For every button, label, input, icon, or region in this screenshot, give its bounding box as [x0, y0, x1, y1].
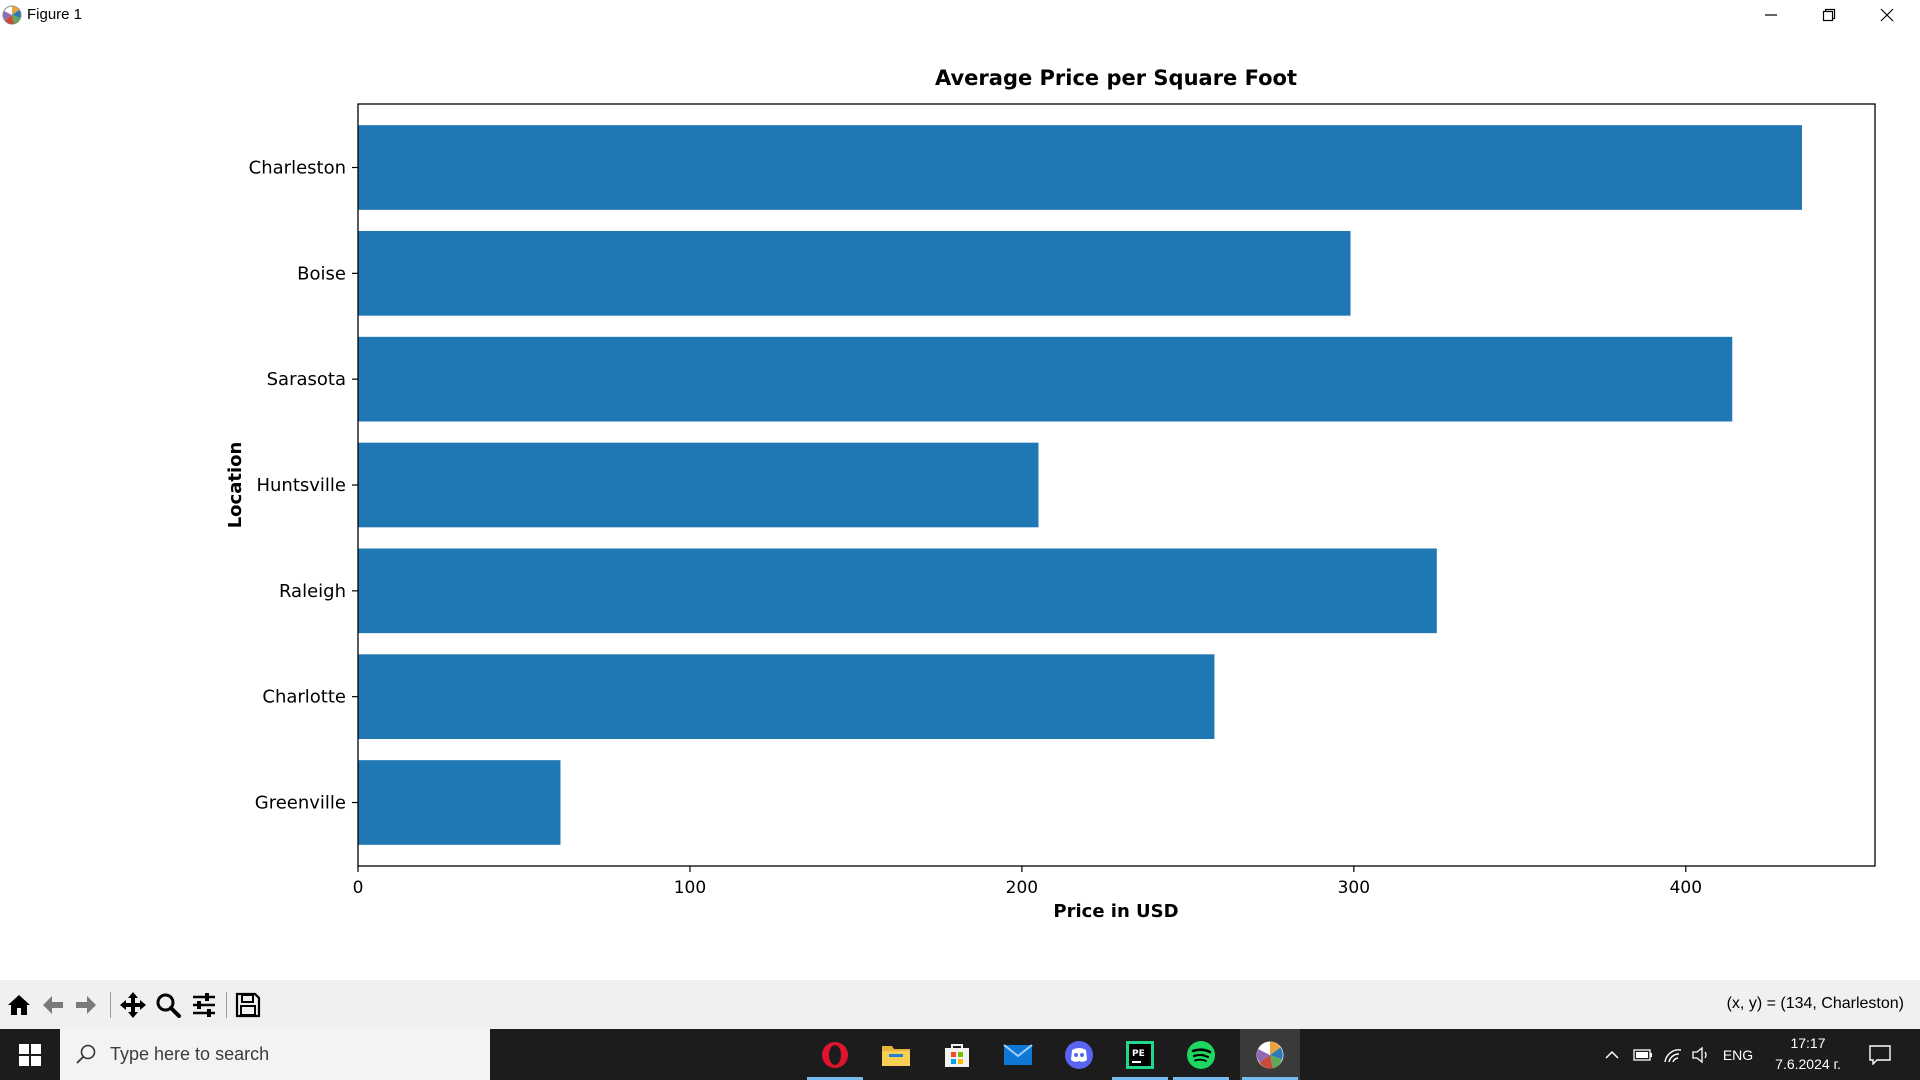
taskbar-app-microsoft-store[interactable] [927, 1029, 987, 1080]
tray-battery[interactable] [1630, 1029, 1656, 1080]
pycharm-icon: PE [1126, 1040, 1154, 1069]
zoom-icon [156, 993, 181, 1018]
tray-network[interactable] [1660, 1029, 1686, 1080]
taskbar-app-discord[interactable] [1049, 1029, 1109, 1080]
wifi-icon [1664, 1048, 1682, 1062]
bar-sarasota [358, 336, 1733, 422]
matplotlib-icon [1256, 1041, 1284, 1069]
x-tick-label: 200 [1006, 878, 1038, 898]
home-icon [8, 995, 30, 1015]
navigation-toolbar: (x, y) = (134, Charleston) [0, 980, 1920, 1029]
app-running-indicator [807, 1077, 863, 1080]
chart-title: Average Price per Square Foot [935, 66, 1297, 90]
taskbar-app-spotify[interactable] [1171, 1029, 1231, 1080]
app-running-indicator [1242, 1077, 1298, 1080]
x-tick-label: 300 [1338, 878, 1370, 898]
taskbar-app-file-explorer[interactable] [866, 1029, 926, 1080]
window-title: Figure 1 [27, 6, 83, 23]
matplotlib-logo-icon [2, 5, 22, 25]
spotify-icon [1187, 1040, 1215, 1069]
pan-icon [120, 992, 146, 1018]
bar-raleigh [358, 548, 1437, 634]
microsoft-store-icon [945, 1043, 969, 1067]
speaker-icon [1692, 1046, 1707, 1063]
taskbar-app-matplotlib[interactable] [1240, 1029, 1300, 1080]
start-button[interactable] [0, 1029, 60, 1080]
clock-time: 17:17 [1790, 1035, 1826, 1051]
forward-button[interactable] [71, 990, 101, 1020]
tray-language[interactable]: ENG [1718, 1029, 1758, 1080]
y-tick-label: Huntsville [256, 475, 346, 496]
bar-charleston [358, 125, 1802, 210]
home-button[interactable] [4, 990, 34, 1020]
chevron-up-icon [1605, 1050, 1619, 1059]
y-tick-label: Charlotte [262, 687, 346, 708]
back-button[interactable] [38, 990, 68, 1020]
bar-boise [358, 231, 1351, 316]
close-button[interactable] [1858, 0, 1916, 30]
search-icon [76, 1044, 96, 1064]
x-axis-label: Price in USD [1053, 901, 1178, 922]
cursor-coordinates: (x, y) = (134, Charleston) [1726, 995, 1904, 1012]
clock-date: 7.6.2024 г. [1775, 1056, 1841, 1072]
taskbar-app-mail[interactable] [988, 1029, 1048, 1080]
windows-logo-icon [19, 1043, 41, 1066]
notification-icon [1869, 1044, 1891, 1065]
file-explorer-icon [882, 1045, 910, 1066]
y-axis-label: Location [225, 442, 246, 529]
window-titlebar: Figure 1 [0, 0, 1920, 30]
opera-icon [822, 1041, 848, 1068]
save-icon [235, 992, 261, 1018]
y-tick-label: Greenville [255, 793, 346, 814]
bar-charlotte [358, 654, 1215, 739]
bar-chart: Average Price per Square Foot Charleston… [225, 66, 1876, 922]
figure-canvas[interactable]: Average Price per Square Foot Charleston… [0, 30, 1920, 980]
minimize-icon [1765, 14, 1777, 16]
configure-subplots-button[interactable] [189, 990, 219, 1020]
x-tick-label: 100 [674, 878, 706, 898]
taskbar-app-pycharm[interactable]: PE [1110, 1029, 1170, 1080]
configure-subplots-icon [193, 993, 215, 1017]
language-indicator: ENG [1722, 1046, 1754, 1063]
tray-show-hidden[interactable] [1600, 1029, 1624, 1080]
y-tick-label: Sarasota [267, 369, 346, 390]
bar-huntsville [358, 442, 1039, 528]
zoom-button[interactable] [153, 990, 183, 1020]
taskbar-search-box[interactable]: Type here to search [60, 1029, 490, 1080]
toolbar-separator [110, 992, 111, 1018]
bar-greenville [358, 760, 561, 845]
x-tick-label: 0 [353, 878, 364, 898]
y-tick-label: Charleston [249, 158, 346, 179]
pan-button[interactable] [118, 990, 148, 1020]
taskbar: Type here to search PE [0, 1029, 1920, 1080]
tray-volume[interactable] [1688, 1029, 1714, 1080]
restore-button[interactable] [1800, 0, 1858, 30]
taskbar-app-opera[interactable] [805, 1029, 865, 1080]
app-running-indicator [1112, 1077, 1168, 1080]
toolbar-separator [226, 992, 227, 1018]
svg-text:PE: PE [1132, 1049, 1145, 1059]
app-running-indicator [1173, 1077, 1229, 1080]
restore-icon [1822, 8, 1836, 22]
back-icon [43, 996, 63, 1014]
minimize-button[interactable] [1742, 0, 1800, 30]
tray-clock[interactable]: 17:17 7.6.2024 г. [1760, 1033, 1856, 1075]
search-placeholder: Type here to search [110, 1044, 270, 1064]
x-tick-label: 400 [1670, 878, 1702, 898]
discord-icon [1065, 1040, 1093, 1069]
tray-notifications[interactable] [1862, 1029, 1898, 1080]
close-icon [1880, 8, 1894, 22]
battery-icon [1633, 1048, 1652, 1061]
forward-icon [76, 996, 96, 1014]
mail-icon [1003, 1043, 1033, 1065]
y-tick-label: Boise [297, 263, 346, 284]
y-tick-label: Raleigh [279, 581, 346, 602]
save-button[interactable] [233, 990, 263, 1020]
